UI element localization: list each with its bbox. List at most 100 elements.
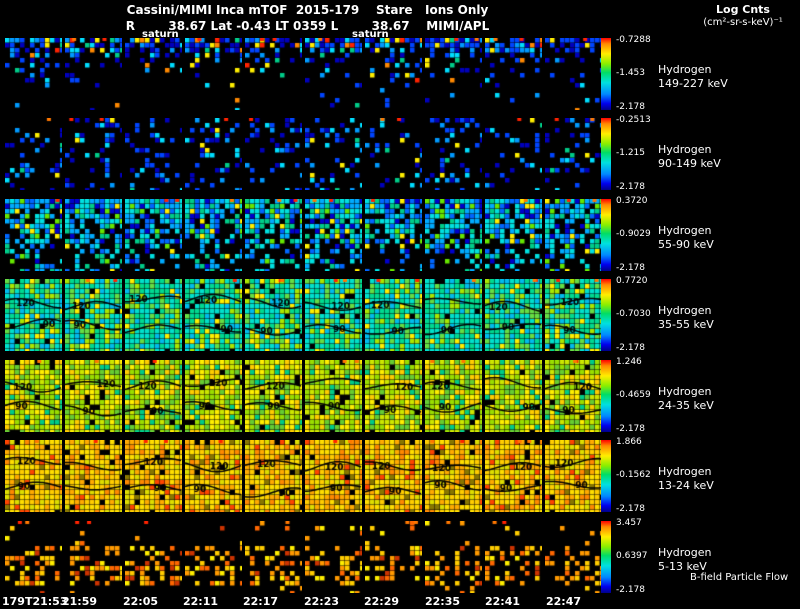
heatmap-panel: [305, 521, 362, 593]
heatmap-panel: [185, 440, 242, 512]
colorbar-min-label: -2.178: [616, 585, 646, 595]
heatmap-panel: [545, 279, 602, 351]
heatmap-panels: [5, 118, 602, 190]
colorbar: [601, 521, 611, 593]
heatmap-panel: [365, 360, 422, 432]
heatmap-panels: [5, 199, 602, 271]
heatmap-panel: [5, 199, 62, 271]
heatmap-panel: [5, 118, 62, 190]
time-label: 22:11: [183, 595, 219, 608]
heatmap-panel: [545, 440, 602, 512]
row-energy-label: 5-13 keV: [658, 560, 707, 573]
colorbar-mid-label: -0.7030: [616, 309, 651, 319]
heatmap-panel: [545, 360, 602, 432]
heatmap-panel: [425, 199, 482, 271]
orbit-status-line: R 38.67 Lat -0.43 LT 0359 L 38.67 MIMI/A…: [125, 19, 490, 33]
colorbar: [601, 440, 611, 512]
heatmap-panel: [305, 118, 362, 190]
row-energy-label: 35-55 keV: [658, 318, 714, 331]
spectrogram-row-35-55: 0.7720 -0.7030 -2.178 Hydrogen 35-55 keV: [0, 276, 800, 353]
time-label: 22:23: [304, 595, 340, 608]
colorbar: [601, 118, 611, 190]
heatmap-panel: [125, 440, 182, 512]
spectrogram-row-5-13: 3.457 0.6397 -2.178 Hydrogen 5-13 keV: [0, 518, 800, 595]
row-species-label: Hydrogen: [658, 385, 712, 398]
bfield-particle-flow-label: B-field Particle Flow: [690, 572, 789, 583]
heatmap-panel: [245, 118, 302, 190]
heatmap-panel: [365, 440, 422, 512]
time-label: 22:05: [123, 595, 159, 608]
heatmap-panel: [305, 360, 362, 432]
heatmap-panel: [305, 199, 362, 271]
colorbar-mid-label: -1.453: [616, 68, 646, 78]
heatmap-panel: [65, 279, 122, 351]
row-energy-label: 149-227 keV: [658, 77, 728, 90]
heatmap-panel: [485, 440, 542, 512]
colorbar-max-label: 0.7720: [616, 276, 648, 286]
heatmap-panel: [365, 118, 422, 190]
time-label: 21:59: [62, 595, 98, 608]
colorbar-min-label: -2.178: [616, 102, 646, 112]
colorbar-title: Log Cnts: [716, 3, 770, 16]
heatmap-panels: [5, 440, 602, 512]
heatmap-panel: [365, 521, 422, 593]
heatmap-panels: [5, 360, 602, 432]
colorbar-min-label: -2.178: [616, 504, 646, 514]
colorbar: [601, 38, 611, 110]
heatmap-panel: [305, 279, 362, 351]
heatmap-panel: [185, 360, 242, 432]
heatmap-panel: [65, 440, 122, 512]
colorbar: [601, 279, 611, 351]
heatmap-panel: [425, 521, 482, 593]
heatmap-panel: [545, 118, 602, 190]
colorbar-max-label: 0.3720: [616, 196, 648, 206]
heatmap-panel: [125, 360, 182, 432]
row-species-label: Hydrogen: [658, 143, 712, 156]
spectrogram-row-55-90: 0.3720 -0.9029 -2.178 Hydrogen 55-90 keV: [0, 196, 800, 273]
colorbar-min-label: -2.178: [616, 343, 646, 353]
time-label: 22:41: [485, 595, 521, 608]
heatmap-panel: [185, 521, 242, 593]
colorbar-mid-label: -0.1562: [616, 470, 651, 480]
time-label: 179T21:53: [2, 595, 68, 608]
spectrogram-row-13-24: 1.866 -0.1562 -2.178 Hydrogen 13-24 keV: [0, 437, 800, 514]
heatmap-panel: [485, 279, 542, 351]
time-axis: 179T21:53 21:59 22:05 22:11 22:17 22:23 …: [0, 595, 800, 609]
colorbar-max-label: -0.7288: [616, 35, 651, 45]
row-energy-label: 90-149 keV: [658, 157, 721, 170]
colorbar-max-label: 1.866: [616, 437, 642, 447]
heatmap-panel: [545, 199, 602, 271]
heatmap-panel: [245, 521, 302, 593]
heatmap-panel: [365, 38, 422, 110]
heatmap-panel: [5, 38, 62, 110]
heatmap-panel: [65, 38, 122, 110]
row-energy-label: 55-90 keV: [658, 238, 714, 251]
heatmap-panel: [5, 279, 62, 351]
heatmap-panel: [5, 440, 62, 512]
row-species-label: Hydrogen: [658, 465, 712, 478]
colorbar: [601, 199, 611, 271]
colorbar-max-label: -0.2513: [616, 115, 651, 125]
colorbar-mid-label: 0.6397: [616, 551, 648, 561]
heatmap-panel: [545, 38, 602, 110]
row-species-label: Hydrogen: [658, 63, 712, 76]
heatmap-panel: [185, 199, 242, 271]
colorbar-min-label: -2.178: [616, 182, 646, 192]
heatmap-panel: [545, 521, 602, 593]
heatmap-panel: [425, 118, 482, 190]
row-energy-label: 13-24 keV: [658, 479, 714, 492]
heatmap-panel: [245, 199, 302, 271]
colorbar-max-label: 1.246: [616, 357, 642, 367]
heatmap-panel: [425, 38, 482, 110]
spectrogram-row-149-227: -0.7288 -1.453 -2.178 Hydrogen 149-227 k…: [0, 35, 800, 112]
heatmap-panel: [245, 360, 302, 432]
row-species-label: Hydrogen: [658, 304, 712, 317]
colorbar: [601, 360, 611, 432]
heatmap-panel: [305, 440, 362, 512]
saturn-marker: saturn: [142, 29, 179, 40]
heatmap-panels: [5, 38, 602, 110]
heatmap-panel: [5, 360, 62, 432]
heatmap-panel: [125, 279, 182, 351]
row-energy-label: 24-35 keV: [658, 399, 714, 412]
